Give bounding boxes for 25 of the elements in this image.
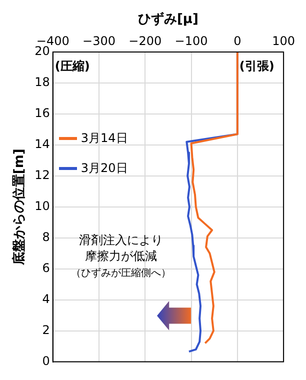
legend-label: 3月14日 xyxy=(80,130,128,148)
annotation: （ひずみが圧縮側へ） xyxy=(70,267,171,280)
y-tick-label: 0 xyxy=(42,354,50,368)
x-tick-label: 100 xyxy=(272,34,295,48)
annotation: (圧縮) xyxy=(54,59,90,73)
annotation: (引張) xyxy=(239,59,274,73)
y-tick-label: 14 xyxy=(34,137,50,152)
y-tick-label: 16 xyxy=(34,106,50,120)
y-tick-label: 6 xyxy=(42,260,50,275)
y-tick-label: 12 xyxy=(34,168,50,182)
x-tick-label: 0 xyxy=(234,34,242,48)
y-tick-label: 10 xyxy=(34,199,50,214)
y-tick-label: 4 xyxy=(42,292,50,306)
annotation: 滑剤注入により xyxy=(78,233,163,248)
annotation: 摩擦力が低減 xyxy=(84,249,157,264)
y-tick-label: 2 xyxy=(42,322,50,337)
y-tick-label: 18 xyxy=(34,75,50,90)
x-tick-label: −200 xyxy=(128,34,162,48)
y-tick-label: 20 xyxy=(34,44,50,58)
x-axis-title: ひずみ[μ] xyxy=(138,11,198,28)
legend-label: 3月20日 xyxy=(80,160,128,178)
x-tick-label: −300 xyxy=(82,34,116,48)
y-tick-label: 8 xyxy=(42,230,50,244)
x-tick-label: −100 xyxy=(174,34,208,48)
y-axis-title: 底盤からの位置[m] xyxy=(11,148,28,266)
